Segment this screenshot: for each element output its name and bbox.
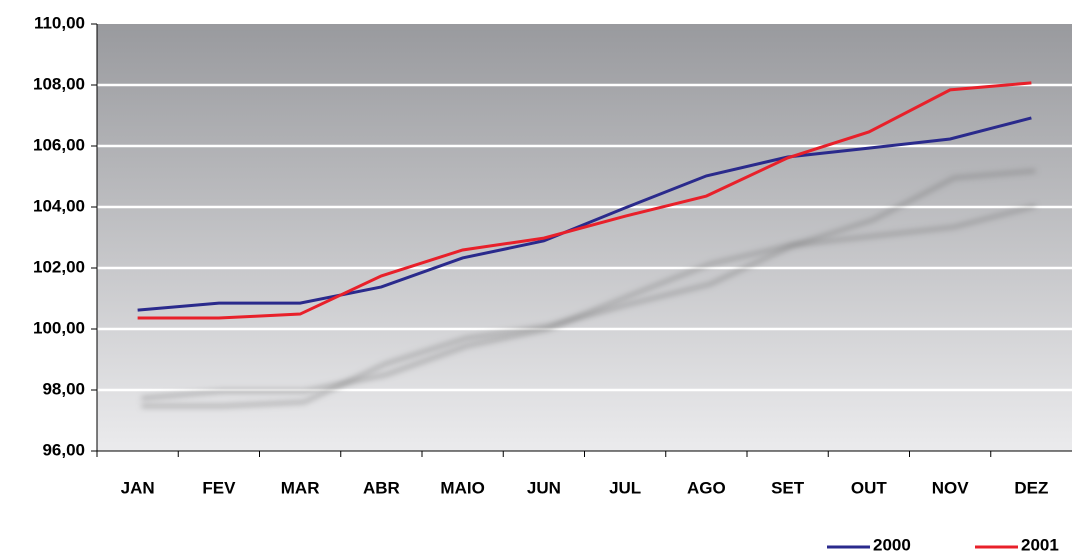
plot-area — [97, 24, 1072, 451]
x-tick-label: JUL — [609, 478, 641, 497]
y-tick-label: 98,00 — [42, 379, 85, 398]
y-tick-label: 100,00 — [33, 318, 85, 337]
x-tick-label: JAN — [121, 478, 155, 497]
y-tick-label: 104,00 — [33, 196, 85, 215]
x-tick-label: OUT — [851, 478, 888, 497]
x-tick-label: MAR — [281, 478, 320, 497]
x-tick-label: SET — [771, 478, 805, 497]
y-tick-label: 102,00 — [33, 257, 85, 276]
x-tick-label: FEV — [202, 478, 236, 497]
x-tick-label: DEZ — [1014, 478, 1048, 497]
x-tick-label: ABR — [363, 478, 400, 497]
x-tick-label: AGO — [687, 478, 726, 497]
series-line — [137, 116, 1032, 312]
series-line — [137, 81, 1032, 320]
legend-label: 2000 — [873, 535, 911, 554]
y-tick-label: 106,00 — [33, 135, 85, 154]
legend-label: 2001 — [1021, 535, 1059, 554]
y-tick-label: 96,00 — [42, 440, 85, 459]
x-tick-label: NOV — [932, 478, 970, 497]
y-tick-label: 110,00 — [34, 13, 85, 32]
y-tick-label: 108,00 — [33, 74, 85, 93]
x-tick-label: JUN — [527, 478, 561, 497]
x-tick-label: MAIO — [440, 478, 484, 497]
